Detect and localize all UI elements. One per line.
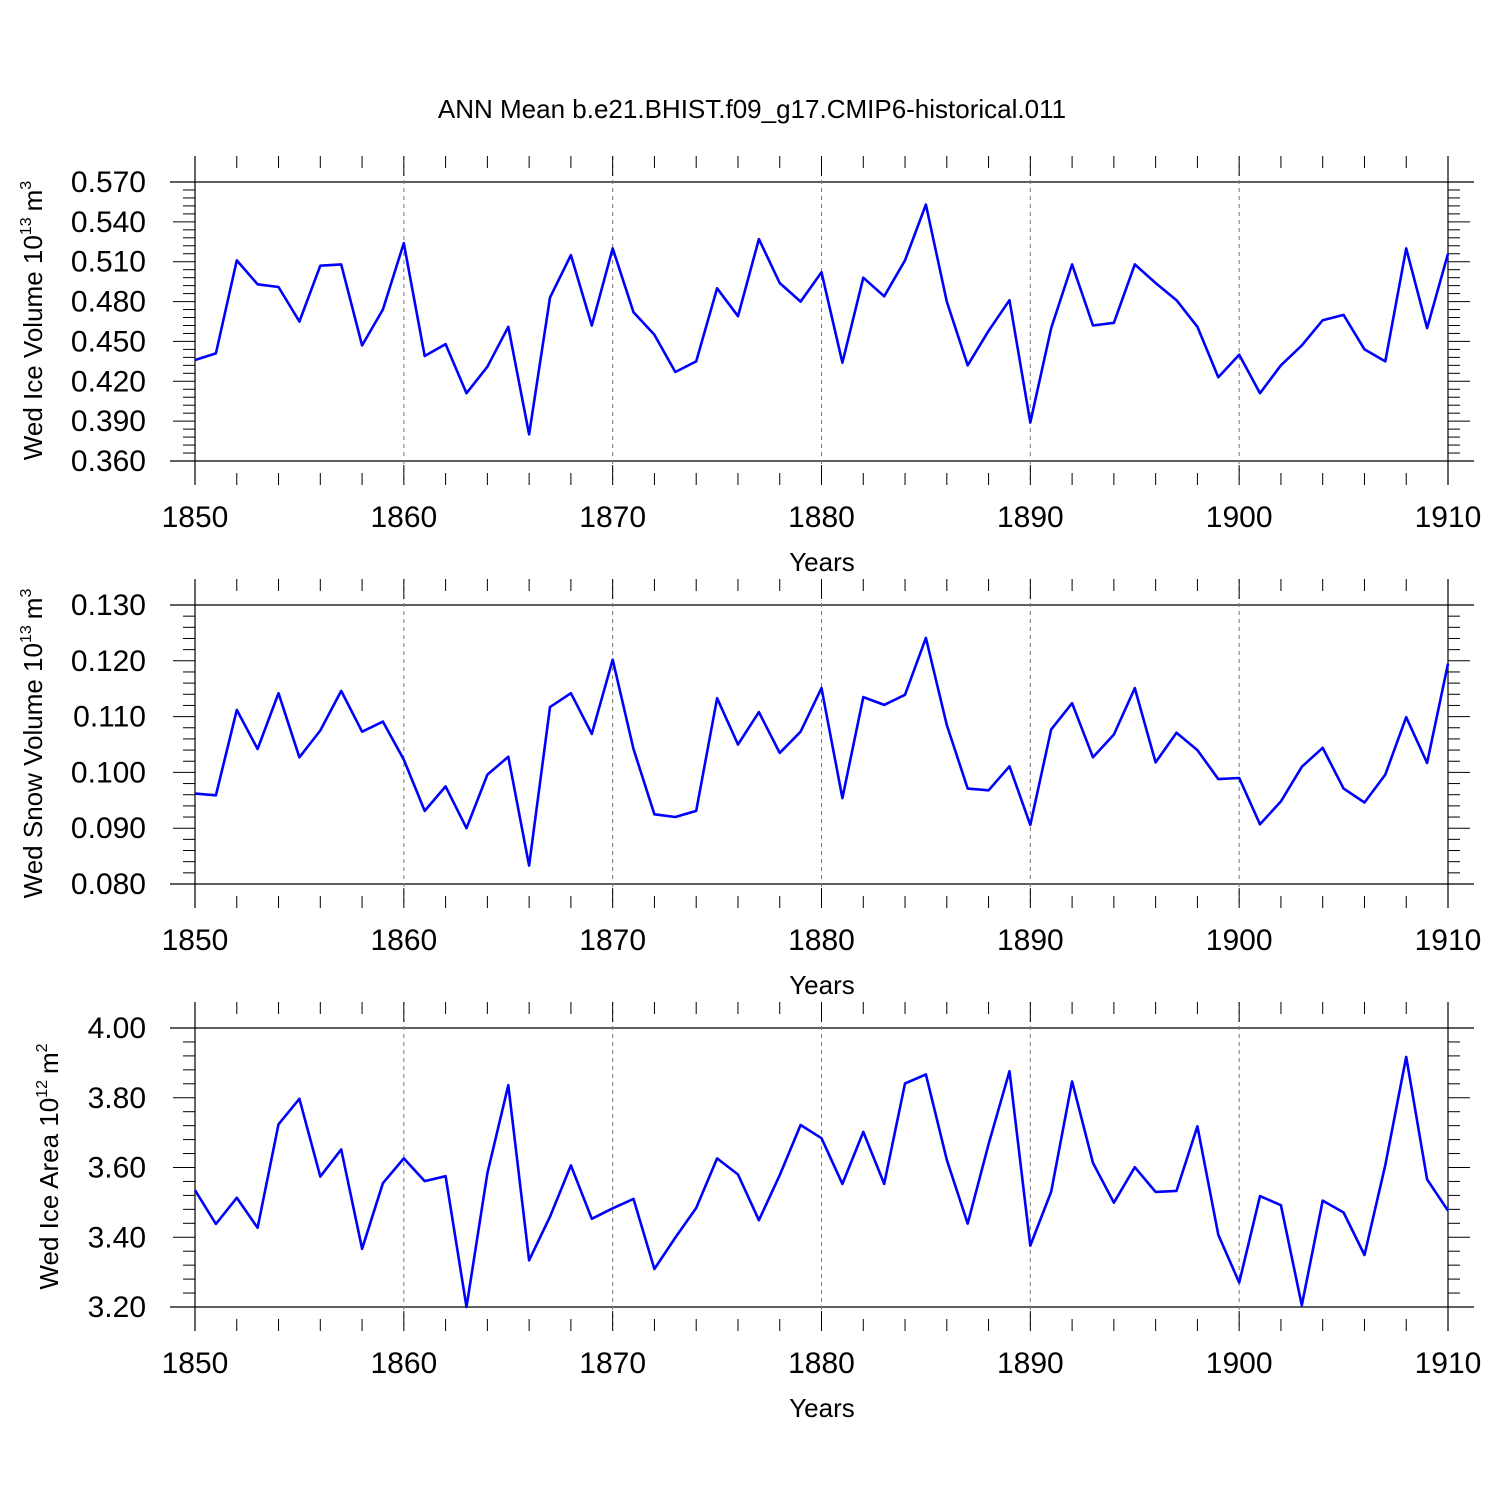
- x-axis-label: Years: [789, 970, 855, 1000]
- x-tick-label: 1890: [997, 1347, 1064, 1380]
- y-tick-label: 0.110: [73, 701, 146, 734]
- chart-title: ANN Mean b.e21.BHIST.f09_g17.CMIP6-histo…: [438, 94, 1066, 124]
- x-tick-label: 1880: [788, 1347, 855, 1380]
- x-tick-label: 1860: [370, 1347, 437, 1380]
- x-tick-label: 1900: [1206, 924, 1273, 957]
- x-tick-label: 1910: [1415, 501, 1482, 534]
- y-tick-label: 0.540: [71, 206, 146, 239]
- series-line: [194, 636, 1450, 867]
- x-tick-label: 1870: [579, 501, 646, 534]
- y-axis-label-unit: m: [34, 1052, 64, 1074]
- x-tick-label: 1890: [997, 924, 1064, 957]
- y-tick-label: 0.080: [71, 868, 146, 901]
- x-tick-label: 1850: [162, 501, 229, 534]
- x-tick-label: 1880: [788, 924, 855, 957]
- x-tick-label: 1890: [997, 501, 1064, 534]
- y-axis-label-exponent: 12: [34, 1080, 51, 1098]
- chart-panel-1: 0.360 0.390 0.420 0.450 0.480 0.510 0.540 0.570…: [18, 156, 1481, 577]
- chart-panel-3: 3.20 3.40 3.60 3.80 4.00 1850 1860 1870 1880 1890…: [34, 1002, 1481, 1423]
- y-axis-label-main: Wed Snow Volume 10: [18, 643, 48, 898]
- x-tick-label: 1870: [579, 1347, 646, 1380]
- y-axis-label-unit-exponent: 3: [18, 589, 35, 598]
- x-tick-label: 1880: [788, 501, 855, 534]
- y-tick-label: 0.510: [71, 246, 146, 279]
- y-axis-label: Wed Ice Volume 1013 m3: [18, 181, 48, 460]
- y-tick-label: 0.360: [71, 445, 146, 478]
- y-tick-label: 3.40: [88, 1221, 146, 1254]
- series-line: [193, 1055, 1450, 1309]
- y-axis-label-unit: m: [18, 598, 48, 620]
- y-tick-label: 3.20: [88, 1291, 146, 1324]
- y-axis-label-main: Wed Ice Area 10: [34, 1098, 64, 1290]
- y-tick-label: 0.100: [71, 756, 146, 789]
- y-tick-label: 4.00: [88, 1012, 146, 1045]
- y-axis-label-exponent: 13: [18, 625, 35, 643]
- x-tick-label: 1860: [370, 924, 437, 957]
- y-axis-label: Wed Snow Volume 1013 m3: [18, 589, 48, 899]
- x-tick-label: 1850: [162, 1347, 229, 1380]
- x-tick-label: 1850: [162, 924, 229, 957]
- y-axis-label: Wed Ice Area 1012 m2: [34, 1043, 64, 1289]
- x-tick-label: 1900: [1206, 501, 1273, 534]
- y-tick-label: 0.480: [71, 286, 146, 319]
- chart-panel-2: 0.080 0.090 0.100 0.110 0.120 0.130 1850 1860 18…: [18, 579, 1481, 1000]
- x-axis-label: Years: [789, 547, 855, 577]
- y-tick-label: 0.090: [71, 812, 146, 845]
- y-axis-label-main: Wed Ice Volume 10: [18, 235, 48, 460]
- y-axis-label-unit-exponent: 3: [18, 181, 35, 190]
- chart-panels: 0.360 0.390 0.420 0.450 0.480 0.510 0.540 0.570…: [18, 156, 1481, 1423]
- y-tick-label: 0.420: [71, 365, 146, 398]
- x-tick-label: 1910: [1415, 924, 1482, 957]
- y-axis-label-unit: m: [18, 190, 48, 212]
- x-tick-label: 1860: [370, 501, 437, 534]
- x-tick-label: 1870: [579, 924, 646, 957]
- y-tick-label: 0.570: [71, 166, 146, 199]
- y-tick-label: 0.130: [71, 589, 146, 622]
- x-tick-label: 1910: [1415, 1347, 1482, 1380]
- y-tick-label: 0.450: [71, 325, 146, 358]
- x-axis-label: Years: [789, 1393, 855, 1423]
- y-tick-label: 0.120: [71, 645, 146, 678]
- y-tick-label: 3.60: [88, 1152, 146, 1185]
- y-axis-label-unit-exponent: 2: [34, 1043, 51, 1052]
- y-axis-label-exponent: 13: [18, 217, 35, 235]
- y-tick-label: 0.390: [71, 405, 146, 438]
- y-tick-label: 3.80: [88, 1082, 146, 1115]
- x-tick-label: 1900: [1206, 1347, 1273, 1380]
- series-line: [194, 203, 1450, 436]
